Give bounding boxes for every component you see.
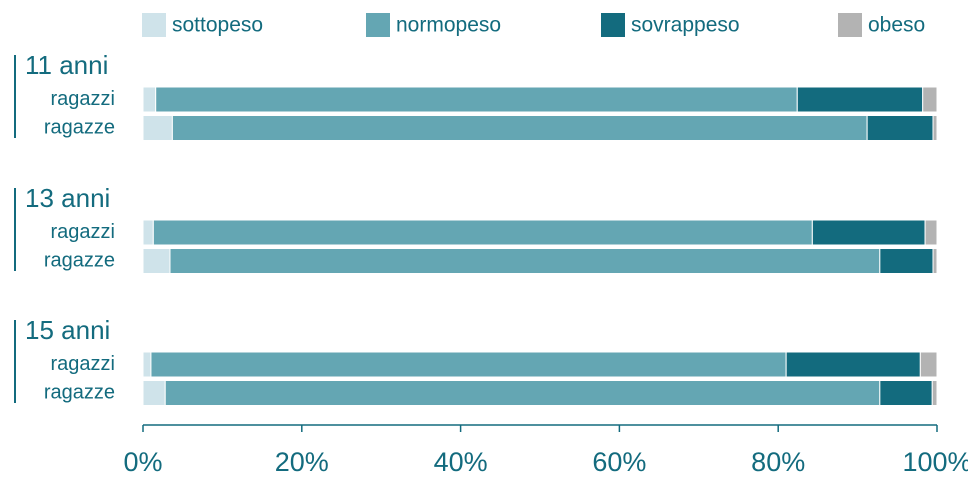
- category-label: ragazzi: [51, 353, 115, 375]
- x-tick-label: 100%: [902, 447, 968, 477]
- bar-segment: [152, 219, 813, 246]
- legend-label: sottopeso: [172, 14, 263, 37]
- x-tick-label: 0%: [123, 447, 162, 477]
- legend-swatch: [601, 13, 625, 37]
- category-label: ragazzi: [51, 221, 115, 243]
- group-label: 11 anni: [25, 50, 108, 80]
- category-label: ragazzi: [51, 88, 115, 110]
- legend-label: sovrappeso: [631, 14, 740, 37]
- bar-segment: [796, 86, 924, 113]
- bar-segment: [924, 219, 938, 246]
- bar-segment: [919, 351, 938, 378]
- bar-segment: [879, 248, 934, 274]
- category-label: ragazze: [44, 381, 115, 403]
- category-label: ragazze: [44, 116, 115, 138]
- legend-swatch: [838, 13, 862, 37]
- bar-segment: [879, 380, 933, 406]
- bar-segment: [866, 115, 934, 141]
- bar-segment: [932, 248, 938, 274]
- bar-segment: [922, 86, 938, 113]
- bar-segment: [811, 219, 926, 246]
- x-tick-label: 80%: [751, 447, 805, 477]
- bar-segment: [785, 351, 921, 378]
- group-label: 15 anni: [25, 315, 110, 345]
- bar-segment: [142, 248, 171, 274]
- bar-segment: [142, 86, 157, 113]
- bar-segment: [932, 115, 938, 141]
- bar-segment: [142, 115, 173, 141]
- bar-segment: [164, 380, 881, 406]
- x-tick-label: 60%: [592, 447, 646, 477]
- bar-segment: [171, 115, 868, 141]
- legend-swatch: [142, 13, 166, 37]
- group-label: 13 anni: [25, 183, 110, 213]
- x-tick-label: 40%: [434, 447, 488, 477]
- legend-label: obeso: [868, 14, 925, 37]
- legend-label: normopeso: [396, 14, 501, 37]
- legend-swatch: [366, 13, 390, 37]
- x-tick-label: 20%: [275, 447, 329, 477]
- category-label: ragazze: [44, 249, 115, 271]
- bar-segment: [155, 86, 798, 113]
- bar-segment: [150, 351, 787, 378]
- bar-segment: [142, 380, 166, 406]
- bar-segment: [142, 219, 154, 246]
- bar-segment: [169, 248, 881, 274]
- bar-segment: [931, 380, 938, 406]
- bar-segment: [142, 351, 152, 378]
